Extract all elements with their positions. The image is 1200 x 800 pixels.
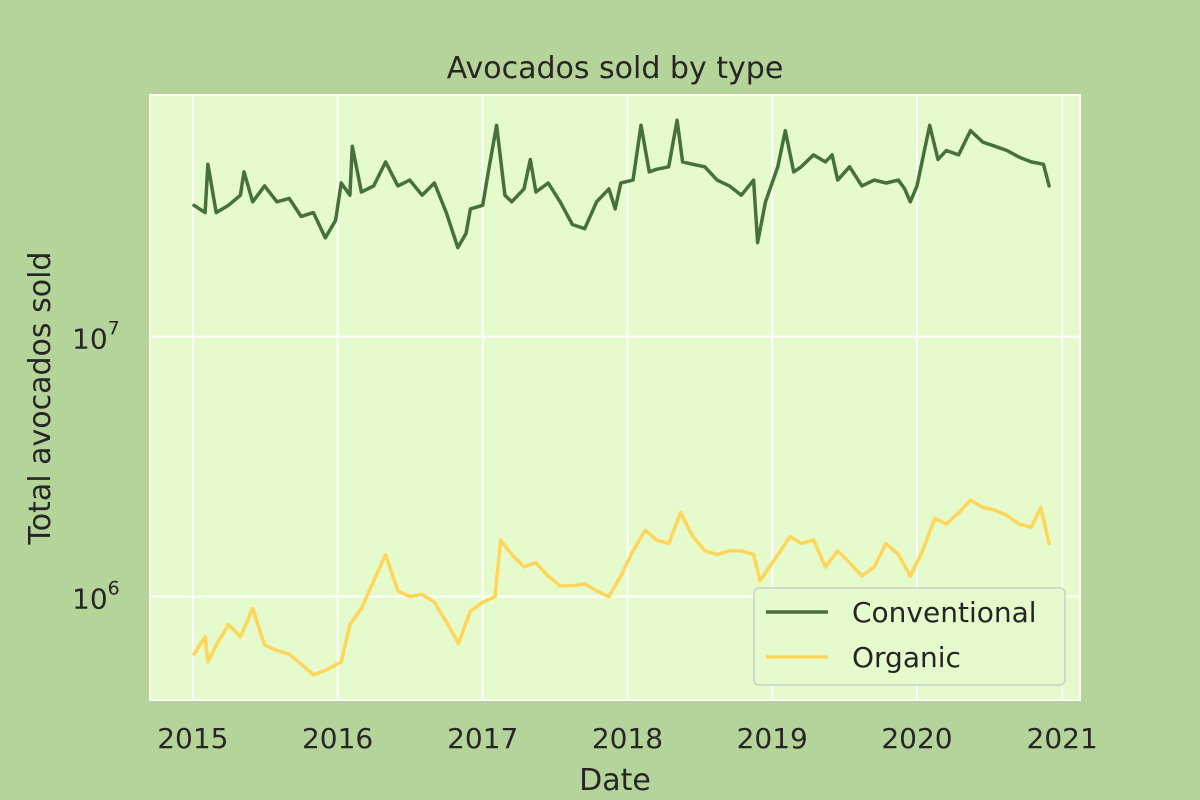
- chart-title: Avocados sold by type: [447, 51, 784, 86]
- x-axis-label: Date: [579, 763, 651, 798]
- x-tick-label: 2015: [157, 722, 228, 755]
- legend-label-conventional: Conventional: [852, 596, 1037, 629]
- series-layer: [192, 118, 1051, 677]
- x-tick-label: 2018: [592, 722, 663, 755]
- x-tick-label: 2019: [737, 722, 808, 755]
- legend-box: [753, 587, 1066, 686]
- y-tick-exponent: 6: [108, 578, 120, 600]
- x-tick-label: 2020: [881, 722, 952, 755]
- x-tick-label: 2016: [302, 722, 373, 755]
- y-tick-label: 107: [72, 318, 120, 356]
- series-line-organic: [192, 498, 1051, 677]
- y-tick-base: 10: [72, 583, 108, 616]
- series-line-conventional: [192, 118, 1051, 250]
- x-tick-label: 2021: [1027, 722, 1098, 755]
- x-tick-label: 2017: [447, 722, 518, 755]
- legend-items: Conventional Organic: [766, 596, 1037, 674]
- y-tick-label: 106: [72, 578, 120, 616]
- legend-label-organic: Organic: [852, 641, 961, 674]
- y-axis-label: Total avocados sold: [23, 252, 58, 546]
- y-tick-exponent: 7: [108, 318, 120, 340]
- x-tick-labels: 2015 2016 2017 2018 2019 2020 2021: [157, 722, 1098, 755]
- legend: Conventional Organic: [753, 587, 1066, 686]
- y-tick-base: 10: [72, 323, 108, 356]
